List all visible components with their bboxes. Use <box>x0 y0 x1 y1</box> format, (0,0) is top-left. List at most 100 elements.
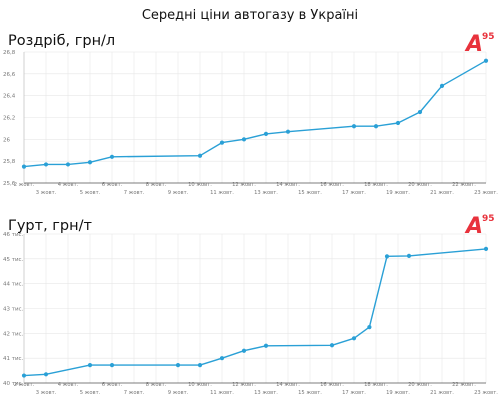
y-tick-label: 26,8 <box>3 50 16 56</box>
data-point <box>219 140 225 145</box>
wholesale-panel-title: Гурт, грн/т <box>8 218 92 234</box>
series-line <box>23 60 487 168</box>
x-tick-label: 18 жовт. <box>364 182 388 188</box>
data-point <box>109 363 115 368</box>
x-tick-label: 2 жовт. <box>14 382 35 388</box>
data-point <box>329 343 335 348</box>
x-tick-label: 14 жовт. <box>276 182 300 188</box>
data-point <box>197 153 203 158</box>
x-tick-label: 7 жовт. <box>124 390 145 396</box>
logo-superscript: 95 <box>482 32 495 42</box>
data-point <box>241 348 247 353</box>
series-line <box>23 248 487 377</box>
data-point <box>417 109 423 115</box>
x-tick-label: 8 жовт. <box>146 382 167 388</box>
data-point <box>483 58 489 63</box>
data-point <box>263 343 269 348</box>
x-tick-label: 21 жовт. <box>430 390 454 396</box>
x-tick-label: 8 жовт. <box>146 182 167 188</box>
data-point <box>219 356 225 361</box>
x-tick-label: 5 жовт. <box>80 190 101 196</box>
y-tick-label: 40 тис. <box>3 381 24 387</box>
x-tick-label: 5 жовт. <box>80 390 101 396</box>
x-tick-label: 10 жовт. <box>188 382 212 388</box>
data-point <box>439 83 445 88</box>
data-point <box>384 254 390 259</box>
logo-superscript: 95 <box>482 214 495 224</box>
x-tick-label: 9 жовт. <box>168 390 189 396</box>
y-tick-label: 26 <box>3 137 10 143</box>
data-point <box>197 363 203 368</box>
x-tick-label: 13 жовт. <box>254 190 278 196</box>
x-tick-label: 7 жовт. <box>124 190 145 196</box>
x-tick-label: 9 жовт. <box>168 190 189 196</box>
logo-letter: A <box>464 32 483 54</box>
x-tick-label: 6 жовт. <box>102 182 123 188</box>
a95-logo: A 95 <box>462 28 500 57</box>
x-tick-label: 19 жовт. <box>386 390 410 396</box>
data-point <box>373 124 379 129</box>
x-tick-label: 2 жовт. <box>14 182 35 188</box>
x-tick-label: 23 жовт. <box>474 190 498 196</box>
y-tick-label: 26,2 <box>3 116 15 122</box>
x-tick-label: 19 жовт. <box>386 190 410 196</box>
x-tick-label: 21 жовт. <box>430 190 454 196</box>
data-point <box>395 120 401 126</box>
x-tick-label: 6 жовт. <box>102 382 123 388</box>
data-point <box>87 363 93 368</box>
retail-chart: 25,6 25,8 26 26,2 26,4 26,6 26,8 2 жовт. 4 жовт.… <box>3 50 498 196</box>
x-tick-label: 17 жовт. <box>342 190 366 196</box>
x-tick-label: 18 жовт. <box>364 382 388 388</box>
a95-logo: A 95 <box>462 210 500 239</box>
data-point <box>367 325 372 330</box>
data-point <box>21 373 27 378</box>
data-point <box>406 253 412 258</box>
x-tick-label: 20 жовт. <box>408 382 432 388</box>
data-point <box>351 124 357 129</box>
data-point <box>21 164 27 169</box>
data-point <box>43 372 49 377</box>
data-point <box>483 246 489 251</box>
x-tick-label: 4 жовт. <box>58 182 79 188</box>
y-tick-label: 43 тис. <box>3 307 24 313</box>
x-tick-label: 13 жовт. <box>254 390 278 396</box>
y-tick-label: 44 тис. <box>3 282 24 288</box>
data-point <box>109 154 115 159</box>
x-tick-label: 4 жовт. <box>58 382 79 388</box>
x-tick-label: 17 жовт. <box>342 390 366 396</box>
x-tick-label: 12 жовт. <box>232 182 256 188</box>
data-point <box>65 162 71 167</box>
y-tick-label: 42 тис. <box>3 331 24 337</box>
data-point <box>241 137 247 142</box>
x-tick-label: 15 жовт. <box>298 190 322 196</box>
x-tick-label: 10 жовт. <box>188 182 212 188</box>
data-point <box>43 162 49 167</box>
x-tick-label: 22 жовт. <box>452 182 476 188</box>
x-tick-label: 22 жовт. <box>452 382 476 388</box>
data-point <box>87 160 93 165</box>
x-tick-label: 3 жовт. <box>36 390 57 396</box>
y-tick-label: 26,4 <box>3 94 16 100</box>
y-tick-label: 41 тис. <box>3 356 24 362</box>
x-tick-label: 11 жовт. <box>210 390 234 396</box>
logo-letter: A <box>464 214 483 236</box>
x-tick-label: 14 жовт. <box>276 382 300 388</box>
page-title: Середні ціни автогазу в Україні <box>141 8 359 23</box>
x-tick-label: 16 жовт. <box>320 382 344 388</box>
data-point <box>351 336 357 341</box>
x-tick-label: 16 жовт. <box>320 182 344 188</box>
x-tick-label: 12 жовт. <box>232 382 256 388</box>
x-tick-label: 20 жовт. <box>408 182 432 188</box>
y-tick-label: 25,6 <box>3 181 16 187</box>
x-tick-label: 3 жовт. <box>36 190 57 196</box>
x-tick-label: 15 жовт. <box>298 390 322 396</box>
retail-panel-title: Роздріб, грн/л <box>8 33 116 49</box>
data-point <box>175 363 181 368</box>
y-tick-label: 25,8 <box>3 159 16 165</box>
x-tick-label: 11 жовт. <box>210 190 234 196</box>
y-tick-label: 26,6 <box>3 72 16 78</box>
x-tick-label: 23 жовт. <box>474 390 498 396</box>
data-point <box>263 131 269 136</box>
y-tick-label: 45 тис. <box>3 257 24 263</box>
